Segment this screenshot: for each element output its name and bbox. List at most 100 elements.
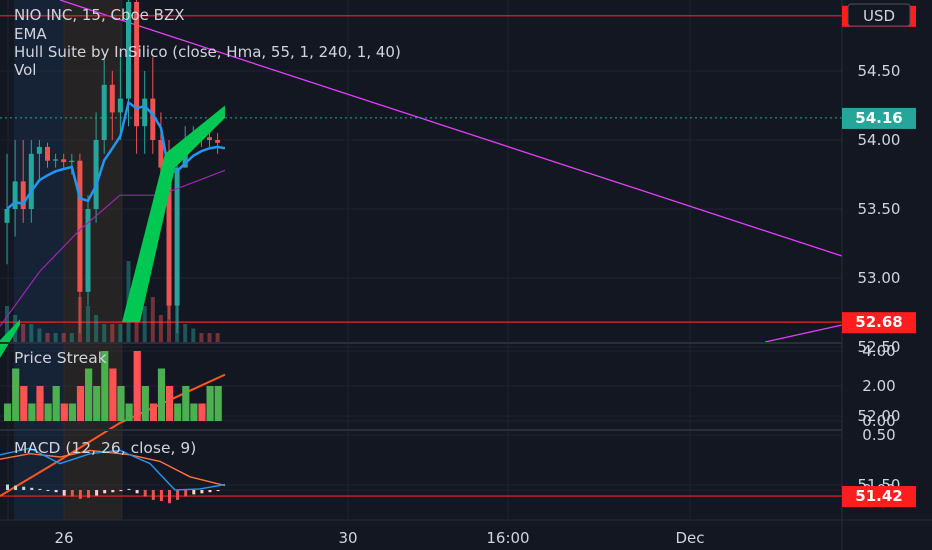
volume-bar: [94, 315, 99, 342]
macd-histogram-bar: [78, 490, 82, 499]
candle-body: [53, 159, 59, 161]
price-tick-label: 52.50: [858, 338, 901, 356]
price-tag-label: 52.68: [855, 313, 902, 331]
price-axis[interactable]: 56.0054.5054.0053.5053.0052.5052.0051.50…: [858, 0, 901, 499]
macd-signal-line: [0, 449, 226, 487]
macd-tick-label: 0.50: [862, 426, 895, 444]
time-axis[interactable]: 26 30 16:00 Dec: [54, 529, 704, 547]
currency-box[interactable]: [847, 3, 911, 27]
currency-label: USD: [863, 7, 895, 25]
volume-bar: [118, 324, 123, 342]
macd-histogram-bar: [143, 490, 147, 497]
volume-bar: [142, 306, 147, 342]
macd-histogram-bar: [184, 490, 188, 497]
trendlines[interactable]: [59, 0, 843, 343]
candle-body: [36, 146, 42, 154]
candle-body: [101, 84, 107, 140]
streak-bar: [85, 368, 93, 421]
price-tag-box: [842, 312, 916, 334]
volume-bar: [199, 333, 204, 342]
streak-bar: [214, 386, 222, 421]
candle-body: [117, 98, 123, 113]
hull-band: [122, 105, 225, 323]
macd-histogram-bar: [127, 488, 131, 490]
candle-body: [12, 181, 18, 209]
sma-line: [0, 169, 226, 327]
streak-tick-label: 2.00: [862, 377, 895, 395]
streak-bar: [182, 386, 190, 421]
volume-ma-line: [0, 373, 226, 497]
macd-histogram-bar: [159, 490, 163, 501]
macd-histogram-bar: [46, 490, 50, 491]
streak-legend[interactable]: Price Streak: [14, 349, 107, 367]
macd-histogram-bar: [208, 490, 212, 493]
macd-histogram-bar: [62, 490, 66, 496]
macd-legend[interactable]: MACD (12, 26, close, 9): [14, 439, 197, 457]
vol-legend[interactable]: Vol: [14, 61, 37, 79]
macd-histogram-bar: [103, 490, 107, 494]
macd-pane: [0, 447, 226, 504]
streak-bar: [20, 386, 28, 421]
macd-histogram-bar: [6, 484, 9, 490]
streak-bar: [206, 386, 214, 421]
volume-bar: [207, 333, 212, 342]
price-tag-label: 51.42: [855, 487, 902, 505]
time-tick-label: 16:00: [486, 529, 529, 547]
streak-bar: [36, 386, 44, 421]
grid-lines: [0, 0, 842, 520]
candle-body: [142, 98, 148, 127]
time-tick-label: 26: [54, 529, 73, 547]
streak-bar: [12, 368, 20, 421]
price-tick-label: 52.00: [858, 407, 901, 425]
macd-histogram-bar: [192, 490, 196, 495]
candle-body: [45, 146, 50, 161]
candle-body: [4, 209, 10, 223]
streak-bar: [190, 403, 198, 421]
streak-bar: [28, 403, 36, 421]
streak-bar: [149, 403, 157, 421]
candle-body: [150, 98, 156, 140]
candle-body: [126, 2, 131, 99]
macd-histogram-bar: [135, 490, 139, 494]
streak-tick-label: 0.00: [862, 412, 895, 430]
volume-bar: [86, 306, 90, 342]
streak-bar: [174, 403, 182, 421]
macd-line: [0, 447, 226, 491]
candle-body: [134, 2, 140, 127]
candle-body: [207, 137, 212, 140]
streak-bar: [141, 386, 149, 421]
descending-trendline: [59, 0, 843, 257]
price-tick-label: 53.00: [858, 269, 901, 287]
ema-legend[interactable]: EMA: [14, 25, 47, 43]
price-streak-pane: [4, 351, 222, 421]
volume-bar: [45, 333, 50, 342]
volume-bar: [183, 324, 188, 342]
macd-histogram-bar: [151, 490, 155, 500]
macd-histogram-bar: [200, 490, 204, 494]
macd-histogram-bar: [14, 485, 18, 490]
candle-body: [28, 153, 34, 209]
streak-bar: [68, 403, 76, 421]
ascending-trendline: [764, 324, 843, 343]
streak-bar: [133, 351, 141, 421]
indicator-overlays: [0, 100, 226, 497]
streak-bar: [52, 386, 60, 421]
volume-bar: [61, 333, 66, 342]
candle-body: [215, 140, 221, 143]
streak-bar: [117, 386, 125, 421]
streak-bar: [125, 403, 133, 421]
session-highlight-1: [14, 0, 64, 520]
candle-body: [174, 167, 180, 306]
hull-legend[interactable]: Hull Suite by InSilico (close, Hma, 55, …: [14, 43, 401, 61]
price-tick-label: 54.00: [858, 131, 901, 149]
streak-bar: [109, 368, 117, 421]
streak-bar: [198, 403, 206, 421]
time-tick-label: 30: [338, 529, 357, 547]
symbol-legend[interactable]: NIO INC, 15, Cboe BZX: [14, 6, 185, 24]
price-tag-box: [842, 486, 916, 508]
horizontal-lines[interactable]: [0, 0, 842, 497]
macd-histogram-bar: [87, 490, 90, 498]
streak-bar: [157, 368, 166, 421]
candle-body: [20, 181, 26, 209]
